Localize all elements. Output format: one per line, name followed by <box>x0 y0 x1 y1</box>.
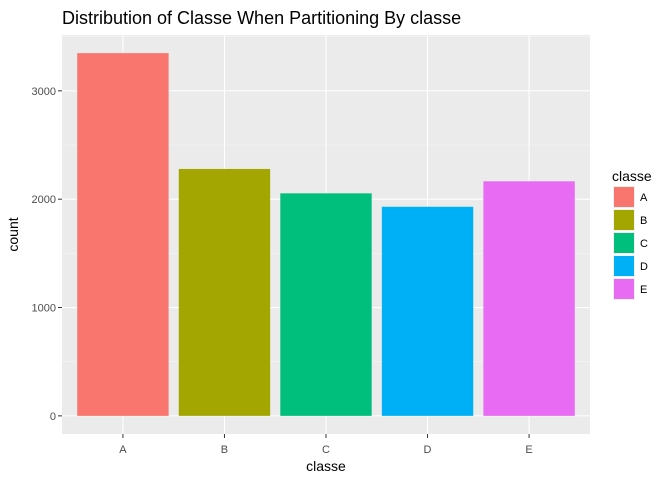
bar-d <box>381 206 474 416</box>
legend-label: C <box>640 238 648 250</box>
y-tick-label: 3000 <box>32 86 56 98</box>
bar-c <box>280 193 372 416</box>
x-tick-label: D <box>424 444 432 456</box>
x-axis-ticks: A B C D E <box>119 434 533 456</box>
legend-label: E <box>640 284 647 296</box>
legend-swatch-b <box>614 210 634 230</box>
legend-label: B <box>640 215 647 227</box>
x-tick-label: A <box>119 444 127 456</box>
y-axis-ticks: 0 1000 2000 3000 <box>32 86 62 423</box>
chart-title: Distribution of Classe When Partitioning… <box>62 8 461 28</box>
legend-label: D <box>640 261 648 273</box>
y-axis-title: count <box>5 217 21 251</box>
legend-swatch-c <box>614 233 634 253</box>
y-tick-label: 1000 <box>32 303 56 315</box>
bar-a <box>77 53 169 416</box>
x-tick-label: E <box>525 444 532 456</box>
legend-swatch-a <box>614 187 634 207</box>
bar-e <box>483 181 575 416</box>
legend-title: classe <box>612 168 652 184</box>
y-tick-label: 2000 <box>32 194 56 206</box>
legend-swatch-e <box>614 279 634 299</box>
y-tick-label: 0 <box>50 411 56 423</box>
bar-b <box>178 168 271 416</box>
legend-label: A <box>640 192 648 204</box>
x-tick-label: B <box>221 444 228 456</box>
x-axis-title: classe <box>306 458 346 474</box>
legend-swatch-d <box>614 256 634 276</box>
x-tick-label: C <box>322 444 330 456</box>
bars <box>77 53 575 416</box>
